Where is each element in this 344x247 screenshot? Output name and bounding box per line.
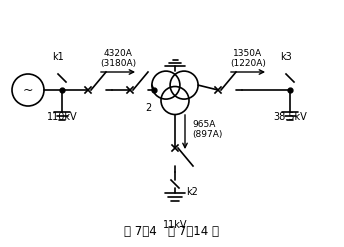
Text: 4320A: 4320A — [104, 49, 132, 58]
Text: 110kV: 110kV — [47, 112, 77, 122]
Text: (897A): (897A) — [192, 130, 222, 139]
Text: 965A: 965A — [192, 120, 215, 129]
Text: (1220A): (1220A) — [230, 59, 266, 68]
Text: 图 7－4   题 7－14 图: 图 7－4 题 7－14 图 — [125, 225, 219, 238]
Text: k1: k1 — [52, 52, 64, 62]
Text: 2: 2 — [145, 103, 151, 113]
Text: ~: ~ — [23, 83, 33, 97]
Text: 11kV: 11kV — [163, 220, 187, 230]
Text: k3: k3 — [280, 52, 292, 62]
Text: 38.5kV: 38.5kV — [273, 112, 307, 122]
Text: 1350A: 1350A — [234, 49, 262, 58]
Text: (3180A): (3180A) — [100, 59, 136, 68]
Text: k2: k2 — [186, 187, 198, 197]
